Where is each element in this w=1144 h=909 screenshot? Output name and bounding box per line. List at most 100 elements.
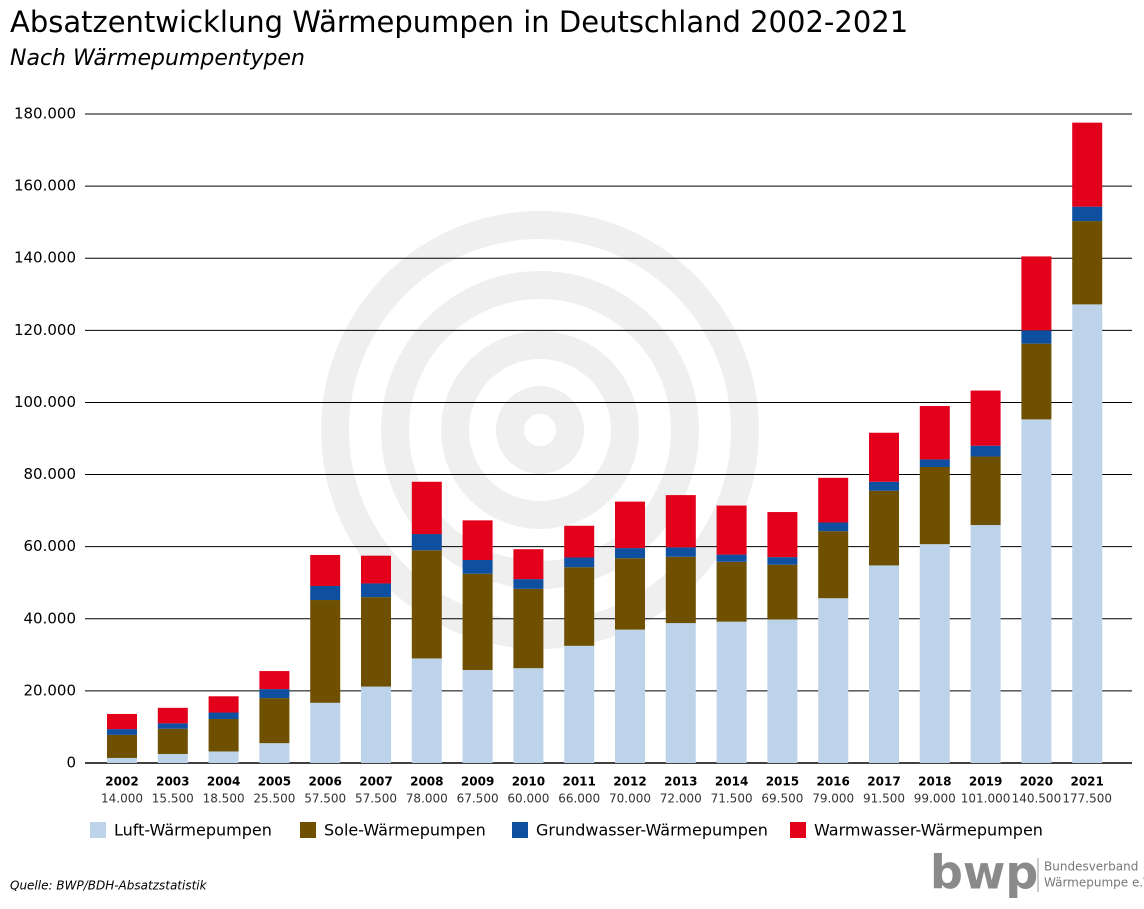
bar-segment	[564, 525, 595, 558]
legend-label: Sole-Wärmepumpen	[324, 821, 486, 840]
bar-segment	[564, 567, 595, 646]
x-tick-label: 2013	[664, 775, 697, 789]
total-label: 18.500	[203, 792, 245, 806]
bar-segment	[513, 668, 544, 763]
bar-segment	[513, 549, 544, 580]
y-tick-label: 60.000	[24, 537, 77, 555]
bar-segment	[615, 629, 645, 763]
total-label: 14.000	[101, 792, 143, 806]
legend-swatch	[512, 822, 528, 838]
bar-segment	[462, 669, 493, 763]
bar-segment	[869, 565, 899, 763]
bar-segment	[818, 531, 849, 599]
bar-segment	[615, 558, 645, 630]
logo-line: Wärmepumpe e.V.	[1044, 876, 1144, 890]
bar-segment	[107, 713, 137, 730]
legend-swatch	[300, 822, 316, 838]
bar-segment	[208, 712, 239, 720]
bar-segment	[259, 671, 290, 690]
bar-segment	[208, 751, 239, 763]
bar-segment	[919, 459, 950, 467]
bar-segment	[615, 548, 645, 559]
bar-segment	[919, 466, 950, 545]
total-label: 66.000	[558, 792, 600, 806]
bar-segment	[259, 698, 290, 744]
total-label: 70.000	[609, 792, 651, 806]
bar-segment	[919, 544, 950, 763]
legend-swatch	[90, 822, 106, 838]
x-tick-label: 2014	[715, 775, 748, 789]
legend-label: Luft-Wärmepumpen	[114, 821, 272, 840]
legend-label: Warmwasser-Wärmepumpen	[814, 821, 1043, 840]
bar-segment	[513, 588, 544, 669]
y-tick-label: 120.000	[14, 321, 76, 339]
total-label: 140.500	[1012, 792, 1062, 806]
bar-segment	[767, 564, 798, 620]
x-tick-label: 2003	[156, 775, 189, 789]
legend-swatch	[790, 822, 806, 838]
bar-segment	[411, 534, 442, 551]
bar-segment	[716, 505, 747, 555]
bar-segment	[411, 550, 442, 659]
chart-title: Absatzentwicklung Wärmepumpen in Deutsch…	[10, 5, 908, 39]
bar-segment	[107, 734, 137, 758]
bar-segment	[665, 547, 696, 557]
y-tick-label: 20.000	[24, 681, 77, 699]
bar-segment	[767, 557, 798, 565]
bar-segment	[157, 707, 188, 724]
bar-segment	[361, 555, 391, 584]
x-tick-label: 2018	[918, 775, 951, 789]
x-tick-label: 2016	[816, 775, 849, 789]
total-label: 72.000	[660, 792, 702, 806]
bar-segment	[310, 554, 341, 586]
bar-segment	[767, 512, 798, 558]
y-tick-label: 40.000	[24, 609, 77, 627]
bar-segment	[1072, 304, 1103, 763]
total-label: 57.500	[304, 792, 346, 806]
bar-segment	[1021, 330, 1052, 344]
x-tick-label: 2015	[766, 775, 799, 789]
total-label: 91.500	[863, 792, 905, 806]
y-tick-label: 80.000	[24, 465, 77, 483]
bar-segment	[818, 522, 849, 532]
bar-segment	[869, 432, 899, 482]
total-label: 60.000	[507, 792, 549, 806]
bar-segment	[665, 556, 696, 624]
x-tick-label: 2006	[308, 775, 341, 789]
total-label: 25.500	[253, 792, 295, 806]
bar-segment	[462, 573, 493, 670]
x-tick-label: 2004	[207, 775, 240, 789]
x-tick-label: 2017	[867, 775, 900, 789]
bar-segment	[970, 390, 1001, 446]
x-tick-label: 2012	[613, 775, 646, 789]
bar-segment	[1021, 343, 1052, 420]
x-tick-label: 2005	[258, 775, 291, 789]
bar-segment	[259, 743, 290, 763]
y-tick-label: 100.000	[14, 393, 76, 411]
bar-segment	[310, 585, 341, 601]
x-tick-label: 2009	[461, 775, 494, 789]
bar-segment	[157, 728, 188, 754]
bar-segment	[462, 560, 493, 574]
bar-segment	[665, 623, 696, 763]
total-label: 15.500	[152, 792, 194, 806]
bar-segment	[107, 729, 137, 735]
bar-segment	[869, 481, 899, 491]
total-label: 177.500	[1062, 792, 1112, 806]
bar-segment	[818, 477, 849, 523]
bar-segment	[361, 583, 391, 598]
bar-segment	[208, 719, 239, 752]
y-tick-label: 0	[66, 754, 76, 772]
bar-segment	[411, 658, 442, 763]
bar-segment	[564, 557, 595, 568]
bar-segment	[970, 445, 1001, 457]
bar-segment	[564, 645, 595, 763]
bar-segment	[1072, 206, 1103, 222]
bar-segment	[1021, 256, 1052, 331]
bar-segment	[157, 723, 188, 729]
total-label: 99.000	[914, 792, 956, 806]
x-tick-label: 2008	[410, 775, 443, 789]
x-tick-label: 2019	[969, 775, 1002, 789]
total-label: 101.000	[961, 792, 1011, 806]
